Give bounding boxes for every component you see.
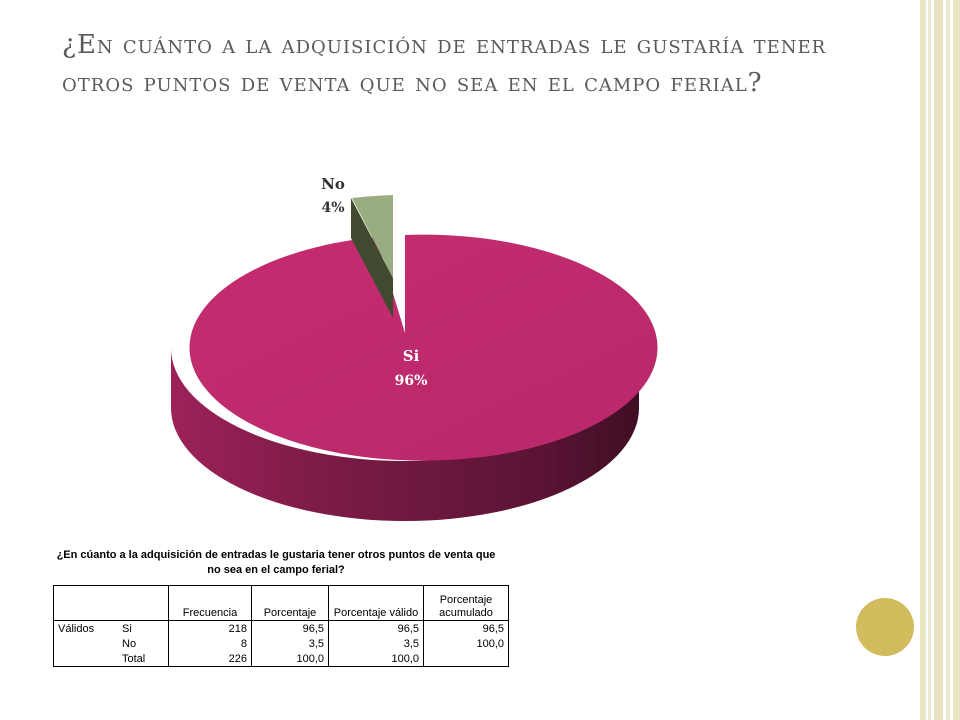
- decor-stripe: [928, 0, 931, 720]
- row-label: No: [122, 637, 137, 650]
- cell-porcentaje: 96,5: [251, 620, 329, 636]
- cell-frecuencia: 226: [168, 651, 252, 667]
- slice-no-top: [352, 195, 393, 278]
- cell-frecuencia: 8: [168, 636, 252, 651]
- slice-no-side: [351, 198, 393, 318]
- row-group: [53, 636, 118, 651]
- table-row: Válidos Si 218 96,5 96,5 96,5: [53, 620, 509, 636]
- cell-porcentaje: 100,0: [251, 651, 329, 667]
- row-group: [53, 651, 118, 667]
- table-header-frecuencia: Frecuencia: [168, 585, 252, 621]
- row-label: Si: [122, 622, 132, 635]
- cell-acumulado: 100,0: [423, 636, 509, 651]
- cell-acumulado: 96,5: [423, 620, 509, 636]
- table-header-cell: [118, 585, 169, 621]
- frequency-table: Frecuencia Porcentaje Porcentaje válido …: [53, 585, 509, 667]
- table-header-porcentaje: Porcentaje: [251, 585, 329, 621]
- cell-acumulado: [423, 651, 509, 667]
- slide-title: ¿En cuánto a la adquisición de entradas …: [62, 30, 827, 98]
- slice-si-top: [189, 234, 658, 461]
- decor-stripe: [953, 0, 960, 720]
- cell-valido: 96,5: [328, 620, 424, 636]
- cell-porcentaje: 3,5: [251, 636, 329, 651]
- table-title: ¿En cúanto a la adquisición de entradas …: [56, 549, 496, 576]
- label-si-pct: 96%: [395, 373, 428, 389]
- label-no-pct: 4%: [321, 200, 344, 216]
- cell-valido: 3,5: [328, 636, 424, 651]
- decor-stripe: [934, 0, 943, 720]
- table-row: No 8 3,5 3,5 100,0: [53, 636, 509, 651]
- slice-si-side: [171, 348, 639, 521]
- label-no: No: [321, 175, 345, 193]
- row-label: Total: [118, 651, 169, 667]
- cell-valido: 100,0: [328, 651, 424, 667]
- table-header-cell: [53, 585, 118, 621]
- table-row: Total 226 100,0 100,0: [53, 651, 509, 667]
- cell-frecuencia: 218: [168, 620, 252, 636]
- row-group: Válidos: [53, 620, 118, 636]
- table-header-porcentaje-valido: Porcentaje válido: [328, 585, 424, 621]
- table-header-porcentaje-acumulado: Porcentaje acumulado: [423, 585, 509, 621]
- decor-stripe: [920, 0, 926, 720]
- label-si: Si: [403, 347, 420, 365]
- decor-circle: [856, 598, 914, 656]
- decor-stripe: [946, 0, 950, 720]
